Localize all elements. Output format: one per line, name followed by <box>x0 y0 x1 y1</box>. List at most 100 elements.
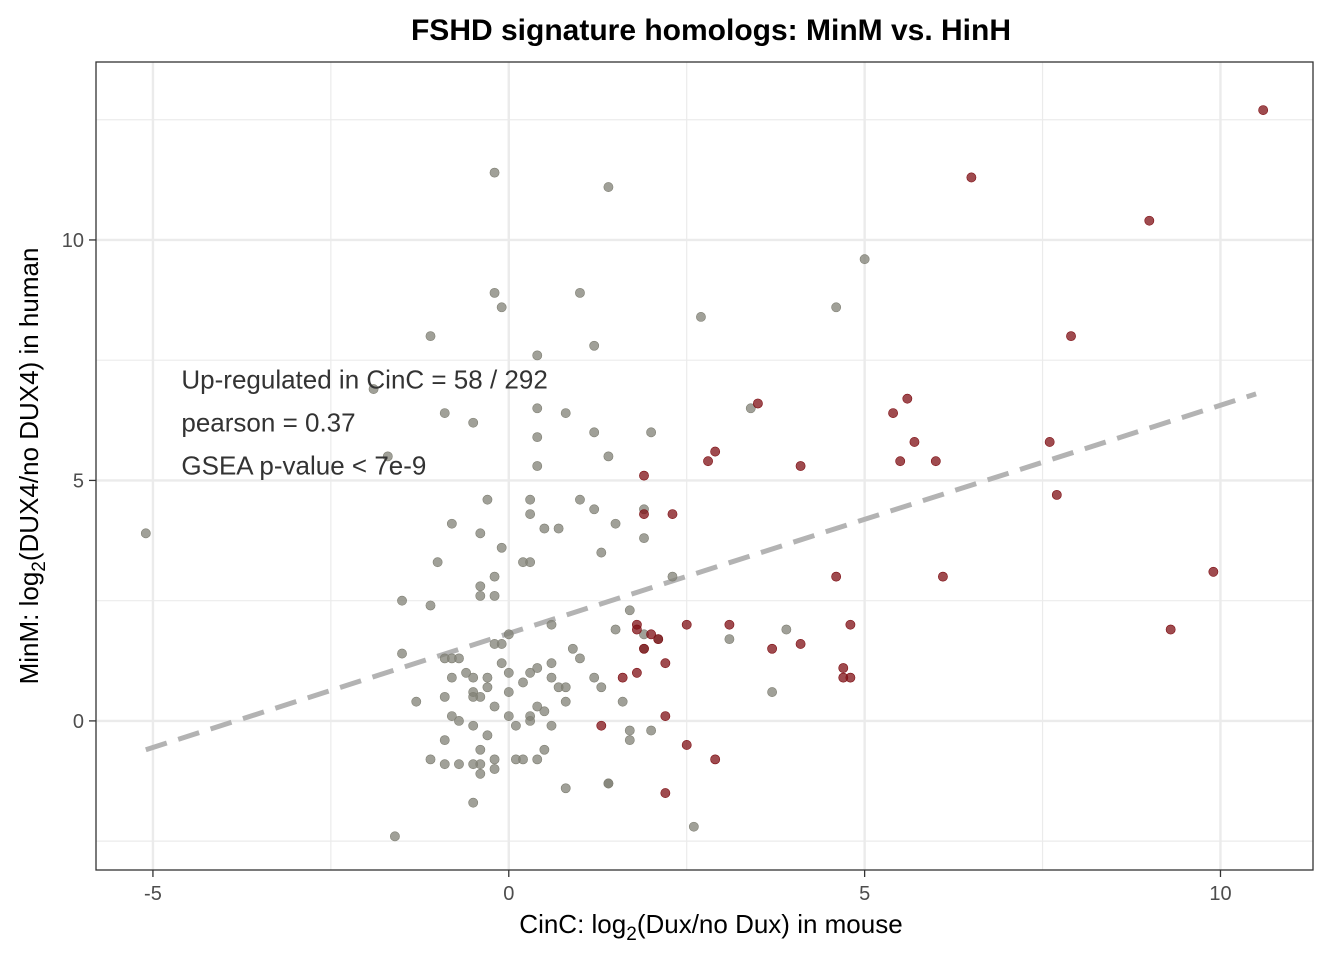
data-point-upregulated <box>596 720 607 731</box>
data-point-other <box>546 672 557 683</box>
data-point-upregulated <box>888 408 898 418</box>
data-point-other <box>589 504 600 515</box>
data-point-upregulated <box>653 634 664 645</box>
panel-border <box>95 61 1314 871</box>
data-point-other <box>496 658 507 669</box>
data-point-other <box>596 547 607 558</box>
data-point-other <box>503 687 514 697</box>
data-point-upregulated <box>724 619 735 630</box>
data-point-other <box>475 759 486 770</box>
data-point-other <box>575 287 585 298</box>
data-point-other <box>390 831 400 842</box>
data-point-upregulated <box>1144 215 1155 226</box>
data-point-other <box>525 509 536 519</box>
data-point-upregulated <box>1044 437 1055 447</box>
data-point-upregulated <box>639 509 649 519</box>
data-point-other <box>688 821 699 832</box>
data-point-other <box>511 720 521 731</box>
data-point-other <box>745 403 756 414</box>
x-tick-label: 10 <box>1209 883 1231 905</box>
data-point-other <box>518 677 528 688</box>
data-point-other <box>575 653 585 664</box>
series-other <box>140 167 870 842</box>
data-point-other <box>724 634 735 645</box>
data-point-other <box>482 672 493 683</box>
data-point-other <box>589 340 600 351</box>
data-point-upregulated <box>930 456 941 467</box>
x-axis: -5 0 5 10 <box>144 870 1232 905</box>
data-point-upregulated <box>795 461 806 471</box>
data-point-other <box>425 754 436 765</box>
data-point-other <box>859 254 870 265</box>
chart-title: FSHD signature homologs: MinM vs. HinH <box>411 14 1011 47</box>
data-point-upregulated <box>660 711 671 721</box>
data-point-upregulated <box>902 393 913 404</box>
data-point-other <box>532 701 543 712</box>
data-point-upregulated <box>1258 105 1269 115</box>
data-point-other <box>397 648 407 659</box>
x-tick-label: 5 <box>859 883 870 905</box>
data-point-other <box>532 754 543 765</box>
data-point-other <box>368 384 379 394</box>
data-point-other <box>446 672 457 683</box>
data-point-other <box>532 432 543 443</box>
data-point-other <box>432 557 443 568</box>
data-point-other <box>468 672 479 683</box>
data-point-upregulated <box>1208 566 1219 577</box>
data-point-other <box>767 687 778 697</box>
data-point-other <box>140 528 151 539</box>
data-point-other <box>454 653 464 664</box>
data-point-other <box>475 590 486 601</box>
data-point-other <box>425 331 436 342</box>
data-point-other <box>525 494 536 505</box>
data-point-upregulated <box>681 740 692 750</box>
data-point-other <box>446 518 457 529</box>
data-point-other <box>624 735 635 746</box>
data-point-other <box>589 427 600 438</box>
data-point-upregulated <box>681 619 692 630</box>
data-point-other <box>489 590 500 601</box>
data-point-other <box>646 427 657 438</box>
data-point-upregulated <box>639 470 649 481</box>
data-point-other <box>475 581 486 592</box>
data-point-other <box>575 494 585 505</box>
data-point-other <box>411 696 422 707</box>
data-point-other <box>546 720 557 731</box>
x-axis-title-suffix: (Dux/no Dux) in mouse <box>637 909 903 939</box>
data-point-other <box>425 600 436 611</box>
data-point-upregulated <box>631 624 642 635</box>
data-point-other <box>617 696 628 707</box>
data-point-other <box>468 417 479 428</box>
data-point-other <box>468 797 479 808</box>
data-point-upregulated <box>631 667 642 678</box>
data-point-upregulated <box>966 172 977 183</box>
annotation-line-1: Up-regulated in CinC = 58 / 292 <box>181 364 547 394</box>
data-point-other <box>532 350 543 361</box>
data-point-upregulated <box>667 509 678 519</box>
data-point-upregulated <box>660 788 671 798</box>
y-axis-title-prefix: MinM: log <box>14 572 44 685</box>
annotation-line-2: pearson = 0.37 <box>181 407 355 437</box>
data-point-upregulated <box>752 398 763 409</box>
data-point-other <box>468 691 479 702</box>
data-point-other <box>482 730 493 741</box>
data-point-other <box>482 494 493 505</box>
data-point-upregulated <box>795 639 806 649</box>
data-point-other <box>546 619 557 630</box>
series-upregulated <box>596 105 1269 798</box>
annotation-line-3: GSEA p-value < 7e-9 <box>181 450 426 480</box>
data-point-other <box>475 528 486 539</box>
data-point-upregulated <box>845 672 856 683</box>
data-point-other <box>646 725 657 736</box>
data-point-other <box>639 533 649 544</box>
data-point-upregulated <box>938 571 948 582</box>
data-point-other <box>446 711 457 721</box>
data-point-other <box>468 720 479 731</box>
annotation-block: Up-regulated in CinC = 58 / 292 pearson =… <box>181 364 547 480</box>
data-point-upregulated <box>1165 624 1176 635</box>
data-point-other <box>831 302 842 313</box>
data-point-upregulated <box>703 456 713 467</box>
data-point-other <box>454 759 464 770</box>
data-point-other <box>696 312 706 322</box>
data-points <box>140 105 1269 842</box>
